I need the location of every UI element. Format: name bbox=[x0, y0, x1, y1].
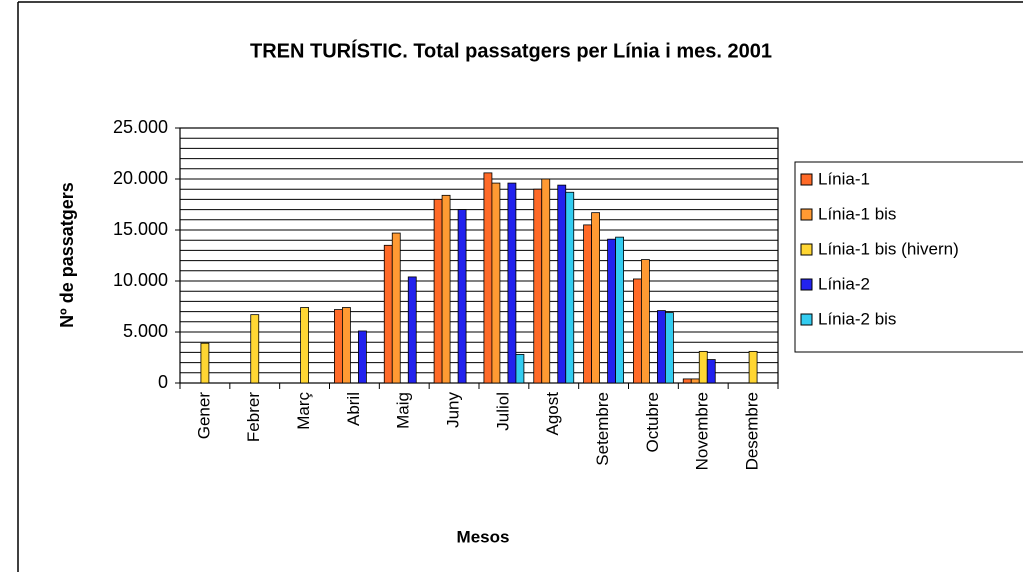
y-tick-label: 5.000 bbox=[123, 321, 168, 341]
bar bbox=[615, 236, 624, 384]
x-tick-label: Octubre bbox=[643, 392, 662, 452]
bar bbox=[457, 209, 467, 384]
y-tick-label: 10.000 bbox=[113, 270, 168, 290]
legend-swatch bbox=[800, 278, 813, 291]
bar bbox=[541, 178, 551, 384]
bar bbox=[748, 350, 758, 384]
bar bbox=[250, 314, 260, 384]
bar bbox=[557, 184, 567, 384]
plot-area-border bbox=[179, 127, 779, 384]
legend-label: Línia-1 bis (hivern) bbox=[818, 239, 959, 258]
y-tick-label: 25.000 bbox=[113, 117, 168, 137]
bar bbox=[441, 194, 451, 384]
legend-swatch bbox=[800, 208, 813, 221]
y-tick-label: 20.000 bbox=[113, 168, 168, 188]
x-tick-label: Gener bbox=[194, 392, 213, 440]
bar bbox=[334, 309, 343, 384]
bar bbox=[690, 378, 700, 384]
x-tick-label: Novembre bbox=[693, 392, 712, 470]
bar bbox=[698, 350, 708, 384]
legend-box bbox=[794, 161, 1023, 353]
bar bbox=[641, 259, 650, 384]
x-tick-label: Juliol bbox=[493, 392, 512, 431]
bar bbox=[383, 244, 393, 384]
bar bbox=[342, 307, 351, 384]
x-tick-label: Juny bbox=[444, 392, 463, 428]
bar bbox=[515, 354, 525, 384]
bar bbox=[591, 212, 600, 384]
x-tick-label: Març bbox=[294, 392, 313, 430]
x-tick-label: Febrer bbox=[244, 392, 263, 442]
bar bbox=[483, 172, 493, 384]
bar bbox=[633, 278, 642, 384]
y-axis-label: Nº de passatgers bbox=[57, 182, 77, 328]
y-tick-label: 0 bbox=[158, 372, 168, 392]
bar bbox=[358, 330, 367, 384]
legend-swatch bbox=[800, 243, 813, 256]
bar bbox=[533, 188, 543, 384]
bar bbox=[665, 312, 674, 384]
x-axis-label: Mesos bbox=[457, 527, 510, 546]
bar bbox=[657, 310, 666, 384]
legend-swatch bbox=[800, 313, 813, 326]
y-tick-label: 15.000 bbox=[113, 219, 168, 239]
bar bbox=[407, 276, 417, 384]
legend-label: Línia-1 bbox=[818, 169, 870, 188]
chart-title: TREN TURÍSTIC. Total passatgers per Líni… bbox=[250, 39, 772, 62]
bar bbox=[706, 359, 716, 384]
x-tick-label: Maig bbox=[394, 392, 413, 429]
legend-swatch bbox=[800, 173, 813, 186]
x-tick-label: Abril bbox=[344, 392, 363, 426]
bar bbox=[682, 378, 692, 384]
bar bbox=[491, 182, 501, 384]
legend-label: Línia-1 bis bbox=[818, 204, 896, 223]
bar bbox=[391, 232, 401, 384]
legend-label: Línia-2 bis bbox=[818, 309, 896, 328]
bar bbox=[200, 342, 210, 384]
x-tick-label: Desembre bbox=[743, 392, 762, 470]
bar bbox=[583, 224, 592, 384]
bar bbox=[300, 307, 309, 384]
bar bbox=[507, 182, 517, 384]
x-tick-label: Setembre bbox=[593, 392, 612, 466]
bar bbox=[607, 238, 616, 384]
bar bbox=[433, 198, 443, 384]
x-tick-label: Agost bbox=[543, 392, 562, 436]
legend-label: Línia-2 bbox=[818, 274, 870, 293]
bar bbox=[565, 191, 575, 384]
